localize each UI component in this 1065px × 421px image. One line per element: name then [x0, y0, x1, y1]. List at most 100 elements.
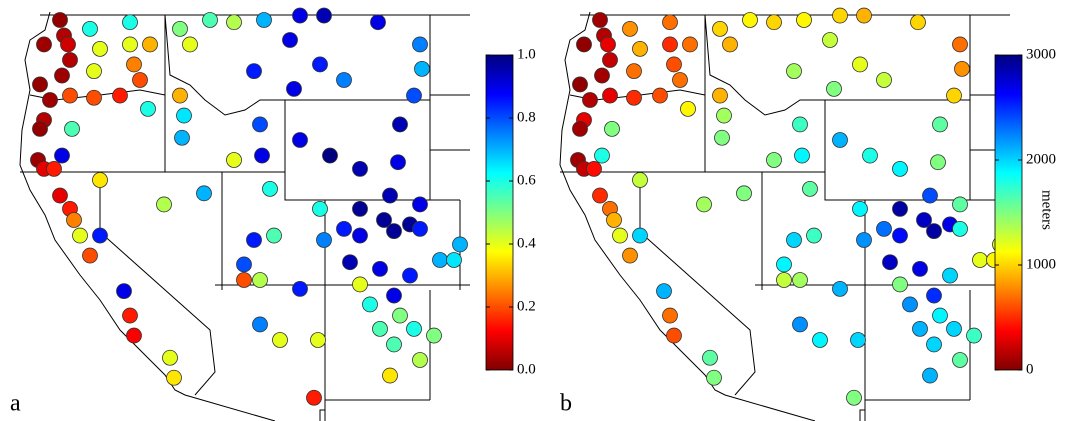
station-point — [254, 147, 270, 164]
station-point — [432, 252, 448, 268]
station-point — [174, 129, 190, 146]
station-point — [706, 369, 722, 386]
station-point — [712, 87, 728, 104]
station-point — [62, 87, 78, 104]
station-point — [592, 12, 608, 28]
station-point — [622, 20, 638, 37]
colorbar-tick-label: 0.6 — [517, 172, 536, 188]
station-point — [876, 220, 892, 237]
station-point — [662, 36, 678, 53]
station-point — [156, 196, 172, 213]
station-point — [932, 307, 948, 324]
panel-label: b — [560, 391, 572, 417]
station-point — [452, 236, 468, 253]
station-point — [226, 152, 242, 168]
colorbar — [485, 54, 514, 371]
station-point — [426, 327, 442, 344]
station-point — [862, 147, 878, 164]
station-point — [672, 72, 688, 88]
colorbar-tick-label: 0 — [1026, 361, 1034, 377]
station-point — [652, 87, 668, 104]
station-point — [92, 227, 108, 244]
station-point — [86, 89, 102, 106]
station-point — [910, 14, 926, 31]
station-point — [32, 120, 48, 137]
station-point — [832, 132, 848, 148]
station-point — [142, 36, 158, 53]
station-point — [802, 180, 818, 197]
station-point — [412, 36, 428, 53]
station-point — [412, 196, 428, 213]
station-point — [794, 147, 810, 164]
station-point — [132, 72, 148, 88]
station-point — [82, 20, 98, 37]
station-point — [252, 316, 268, 333]
station-point — [316, 232, 332, 248]
station-point — [766, 14, 782, 31]
station-point — [92, 172, 108, 188]
station-point — [382, 367, 398, 384]
station-point — [922, 367, 938, 384]
station-point — [594, 67, 610, 84]
colorbar-tick-label: 0.0 — [517, 361, 536, 377]
station-point — [86, 63, 102, 80]
station-point — [414, 60, 430, 77]
station-point — [682, 36, 698, 53]
station-point — [402, 267, 418, 284]
station-point — [246, 63, 262, 80]
station-point — [372, 260, 388, 277]
station-point — [954, 60, 970, 77]
station-point — [602, 52, 618, 68]
station-point — [392, 307, 408, 324]
colorbar-tick-label: 3000 — [1026, 46, 1056, 62]
station-point — [376, 212, 392, 228]
station-point — [322, 147, 338, 164]
station-point — [722, 36, 738, 53]
station-point — [656, 283, 672, 300]
station-point — [236, 272, 252, 288]
station-point — [952, 36, 968, 53]
station-point — [576, 36, 592, 53]
colorbar-label: meters — [1039, 190, 1055, 230]
station-point — [182, 36, 198, 53]
station-point — [592, 187, 608, 204]
station-point — [852, 200, 868, 217]
colorbar-tick-label: 1.0 — [517, 46, 536, 62]
station-point — [282, 32, 298, 48]
station-point — [892, 160, 908, 177]
station-point — [46, 160, 62, 177]
station-point — [312, 56, 328, 73]
station-point — [362, 296, 378, 313]
station-point — [412, 220, 428, 237]
station-point — [202, 12, 218, 28]
station-point — [930, 154, 946, 171]
station-point — [876, 72, 892, 88]
station-point — [662, 307, 678, 324]
station-point — [352, 200, 368, 217]
station-point — [162, 349, 178, 366]
station-point — [622, 247, 638, 264]
station-point — [604, 120, 620, 137]
station-point — [742, 12, 758, 28]
station-point — [946, 87, 962, 104]
station-point — [386, 336, 402, 353]
station-point — [62, 52, 78, 68]
station-point — [632, 172, 648, 188]
station-point — [446, 252, 462, 268]
station-point — [892, 276, 908, 293]
station-point — [856, 232, 872, 248]
station-point — [662, 14, 678, 31]
station-point — [882, 254, 898, 271]
colorbar-tick-label: 0.8 — [517, 109, 536, 125]
station-point — [226, 14, 242, 31]
station-point — [126, 327, 142, 344]
station-point — [832, 280, 848, 297]
station-point — [140, 100, 156, 117]
station-point — [382, 187, 398, 204]
station-point — [736, 185, 752, 202]
station-point — [856, 7, 872, 24]
station-point — [792, 316, 808, 333]
station-point — [262, 180, 278, 197]
station-point — [256, 12, 272, 28]
